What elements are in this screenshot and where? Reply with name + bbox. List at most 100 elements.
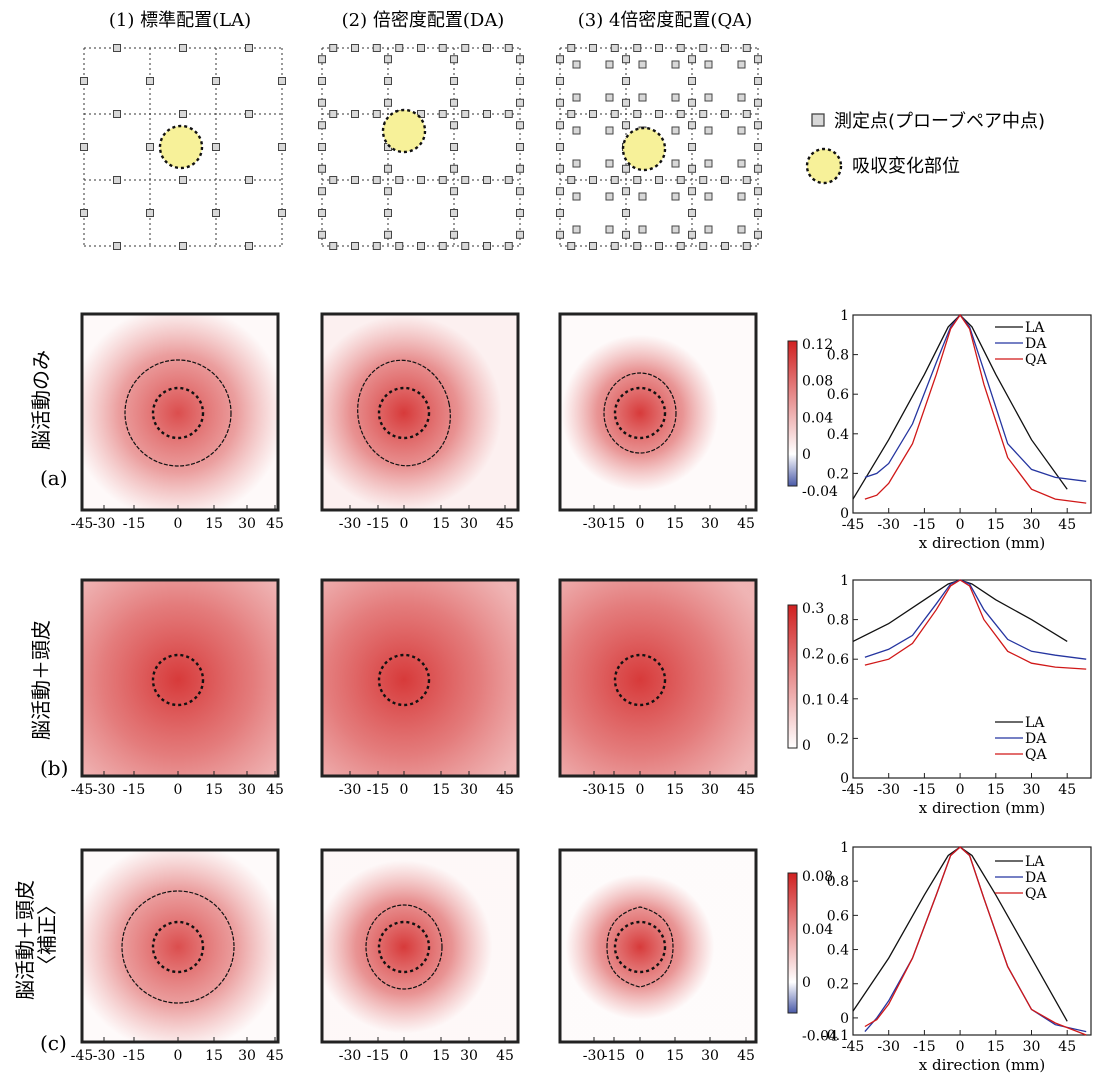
measure-point-marker [610,110,619,118]
measure-point-marker [622,187,630,196]
heatmap-frame [558,312,758,512]
y-tick-label: 0 [840,506,849,522]
measure-point-marker [589,110,597,118]
axis-tick-label: -15 [603,1048,626,1064]
measure-point-marker [516,77,524,85]
measure-point-marker [351,242,359,250]
series-line-QA [864,846,1087,1036]
legend-label-LA: LA [1025,320,1045,336]
legend-circle-label: 吸収変化部位 [852,156,960,177]
measure-point-marker [384,230,392,239]
profile-chart-1: 0 0.2 0.4 0.6 0.8 1 -45 -30 -15 0 15 30 45 x directio… [827,573,1092,817]
axis-tick-label: -15 [367,782,390,798]
legend-label-DA: DA [1025,336,1047,352]
measure-point-marker [671,126,680,135]
x-tick-label: -30 [877,782,900,798]
measure-point-marker [754,121,762,130]
absorption-region-outline [613,386,667,440]
plot-frame [852,314,1092,514]
measure-point-marker [483,176,491,184]
measure-point-marker [372,44,381,52]
measure-point-marker [450,77,458,85]
colorbar-strip [787,872,798,1014]
measure-point-marker [754,164,762,173]
measure-point-marker [516,121,524,130]
measure-point-marker [754,143,762,151]
measure-point-marker [483,44,491,52]
heatmap-frame [558,578,758,778]
heatmap-field [322,580,518,776]
measure-point-marker [676,242,685,250]
measure-point-marker [80,143,88,151]
axis-tick-label: 45 [737,782,755,798]
heatmap-panel-0-0: -45 -30 -15 0 15 30 45 [71,312,284,532]
x-axis-label: x direction (mm) [919,534,1046,552]
image-maps: -45 -30 -15 0 15 30 45 -30 -15 0 15 30 45 -30-15 0 15 30… [71,312,758,1064]
heatmap-panel-2-0: -45 -30 -15 0 15 30 45 [71,848,284,1064]
y-tick-label: 0.8 [827,874,849,890]
axis-tick-label: -30 [93,516,116,532]
axis-tick-label: 15 [666,1048,684,1064]
axis-tick-label: 45 [496,516,514,532]
measure-point-marker [461,44,470,52]
measure-point-marker [721,242,729,250]
axis-tick-label: 30 [460,1048,478,1064]
measure-point-marker [589,44,597,52]
measure-point-marker [605,225,614,234]
colorbar-tick-label: 0.1 [802,692,824,708]
measure-point-marker [742,110,751,118]
axis-tick-label: 45 [266,1048,284,1064]
axis-tick-label: 30 [238,1048,256,1064]
measure-point-marker [384,187,392,196]
row-tag-c: (c) [40,1031,67,1055]
y-tick-label: 0 [840,1011,849,1027]
measure-point-marker [278,143,286,151]
axis-tick-label: 15 [432,782,450,798]
measure-point-marker [622,55,630,64]
axis-tick-label: 30 [238,516,256,532]
axis-tick-label: 15 [205,782,223,798]
heatmap-field [322,850,518,1042]
measure-point-marker [450,55,458,64]
measure-point-marker [556,143,564,151]
measure-point-marker [671,225,680,234]
measure-point-marker [351,44,359,52]
measure-point-marker [113,110,121,118]
measure-point-marker [417,44,425,52]
measure-point-marker [688,187,696,196]
measure-point-marker [146,209,154,217]
axis-tick-label: 45 [496,782,514,798]
axis-tick-label: 15 [666,782,684,798]
legend-label-LA: LA [1025,854,1045,870]
measure-point-marker [212,77,220,85]
measure-point-marker [610,176,619,184]
axis-tick-label: 0 [636,516,645,532]
heatmap-panel-1-2: -30-15 0 15 30 45 [558,578,758,798]
measure-point-marker [754,98,762,107]
axis-tick-label: -30 [339,782,362,798]
x-tick-label: 0 [956,1039,965,1055]
x-tick-label: -45 [842,782,865,798]
measure-point-marker [572,159,581,168]
colorbar-tick-label: 0 [802,447,811,463]
measure-point-marker [655,44,663,52]
colorbar-strip [787,340,798,487]
measure-point-marker [438,110,447,118]
measure-point-marker [704,192,713,201]
measure-point-marker [318,187,326,196]
measure-point-marker [329,44,338,52]
colorbar-tick-label: -0.04 [802,484,838,500]
heatmap-frame [80,848,280,1044]
legend-label-LA: LA [1025,715,1045,731]
measure-point-marker [395,176,404,184]
measure-point-marker [676,110,685,118]
x-tick-label: -15 [913,782,936,798]
layout-diagram-0 [80,44,286,250]
measure-point-marker [605,192,614,201]
measure-point-marker [516,98,524,107]
measure-point-marker [318,55,326,64]
measure-point-marker [704,126,713,135]
heatmap-panel-0-2: -30-15 0 15 30 45 [558,312,758,532]
measure-point-marker [318,230,326,239]
axis-tick-label: 15 [432,1048,450,1064]
